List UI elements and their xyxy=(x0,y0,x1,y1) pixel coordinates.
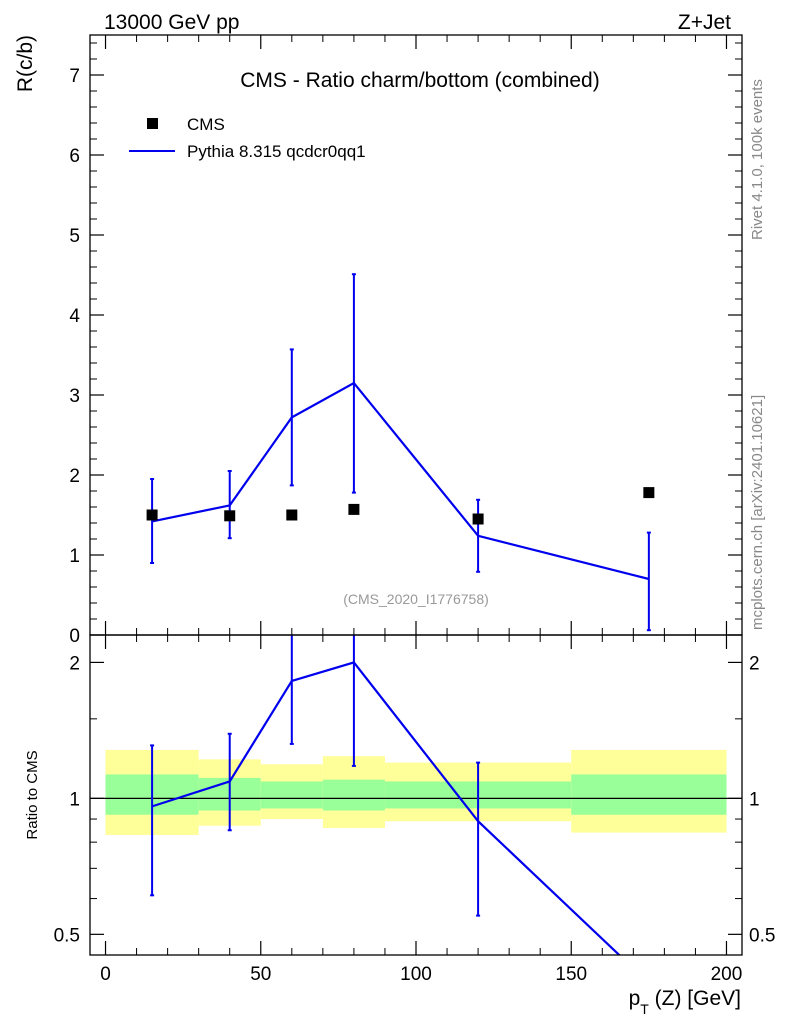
legend: CMS Pythia 8.315 qcdcr0qq1 xyxy=(129,115,366,161)
mcplots-label: mcplots.cern.ch [arXiv:2401.10621] xyxy=(749,395,766,630)
ratio-series-group xyxy=(150,635,621,955)
header-right: Z+Jet xyxy=(678,11,731,34)
main-series xyxy=(146,273,655,632)
data-point xyxy=(286,509,298,521)
uncertainty-band-inner xyxy=(571,774,727,815)
x-tick-label: 0 xyxy=(100,964,111,985)
data-point xyxy=(643,487,655,499)
ratio-y-tick-label-right: 2 xyxy=(749,653,760,674)
ratio-mc-line xyxy=(151,661,621,955)
y-tick-label: 3 xyxy=(69,386,80,407)
rivet-label: Rivet 4.1.0, 100k events xyxy=(749,79,766,240)
legend-marker-cms xyxy=(147,118,158,129)
ratio-panel: 0.5 0.5 1 1 2 2 0 50 100 150 200 Ratio to CMS pT (… xyxy=(24,634,775,1017)
ratio-y-tick-label-right: 1 xyxy=(749,789,760,810)
ratio-axes: 0.5 0.5 1 1 2 2 0 50 100 150 200 xyxy=(54,635,775,985)
x-tick-label: 100 xyxy=(400,964,432,985)
y-tick-label: 5 xyxy=(69,226,80,247)
legend-label-cms: CMS xyxy=(187,115,225,134)
ratio-y-tick-label: 1 xyxy=(69,789,80,810)
data-point xyxy=(472,513,484,525)
ratio-y-tick-label: 2 xyxy=(69,653,80,674)
data-point xyxy=(146,509,158,521)
uncertainty-band-inner xyxy=(260,781,323,809)
x-axis-label-main: p xyxy=(629,987,641,1010)
y-tick-label: 4 xyxy=(69,306,80,327)
uncertainty-band-inner xyxy=(322,779,385,811)
x-tick-label: 150 xyxy=(555,964,587,985)
x-tick-label: 50 xyxy=(250,964,271,985)
ratio-frame xyxy=(89,634,743,956)
y-tick-label: 1 xyxy=(69,546,80,567)
y-tick-label: 7 xyxy=(69,66,80,87)
main-panel: 0 1 2 3 4 5 6 7 CMS - Ratio charm/bottom (combi… xyxy=(14,34,743,647)
data-point xyxy=(348,503,360,515)
legend-label-pythia: Pythia 8.315 qcdcr0qq1 xyxy=(187,142,366,161)
x-tick-label: 200 xyxy=(711,964,743,985)
ratio-ylabel: Ratio to CMS xyxy=(24,750,41,839)
main-title: CMS - Ratio charm/bottom (combined) xyxy=(240,69,599,92)
x-axis-label: pT (Z) [GeV] xyxy=(629,987,741,1017)
main-ylabel: R(c/b) xyxy=(14,35,37,92)
ratio-y-tick-label: 0.5 xyxy=(54,925,80,946)
y-tick-label: 2 xyxy=(69,466,80,487)
header-left: 13000 GeV pp xyxy=(104,11,239,34)
main-axes: 0 1 2 3 4 5 6 7 xyxy=(69,35,742,647)
x-axis-label-rest: (Z) [GeV] xyxy=(649,987,741,1010)
mc-line xyxy=(151,381,650,581)
y-tick-label: 0 xyxy=(69,626,80,647)
watermark: (CMS_2020_I1776758) xyxy=(343,591,489,607)
data-point xyxy=(224,510,236,522)
ratio-series xyxy=(150,635,621,955)
ratio-y-tick-label-right: 0.5 xyxy=(749,925,775,946)
y-tick-label: 6 xyxy=(69,146,80,167)
x-axis-label-sub: T xyxy=(640,1001,649,1017)
